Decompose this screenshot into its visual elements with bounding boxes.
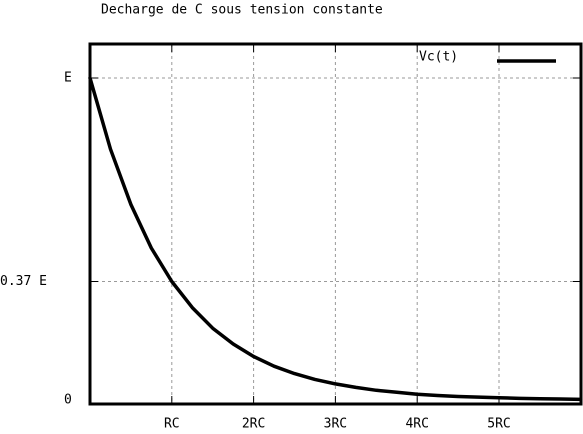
- series: [88, 76, 583, 402]
- x-tick-label: 3RC: [324, 417, 347, 430]
- x-tick-label: 2RC: [242, 417, 265, 430]
- tick-labels: RC 2RC 3RC 4RC 5RC 0 0.37 E E: [0, 71, 511, 432]
- y-tick-label: E: [64, 71, 72, 86]
- y-tick-label: 0: [64, 393, 72, 408]
- legend-label: Vc(t): [419, 50, 458, 65]
- x-tick-label: 4RC: [405, 417, 428, 430]
- x-tick-label: RC: [164, 417, 180, 430]
- series-line-vc: [88, 76, 583, 402]
- plot-frame: [88, 42, 583, 406]
- y-tick-label: 0.37 E: [0, 274, 47, 289]
- x-tick-label: 5RC: [487, 417, 510, 430]
- grid: [90, 44, 581, 404]
- chart-title: Decharge de C sous tension constante: [101, 3, 383, 18]
- legend: Vc(t): [419, 50, 556, 65]
